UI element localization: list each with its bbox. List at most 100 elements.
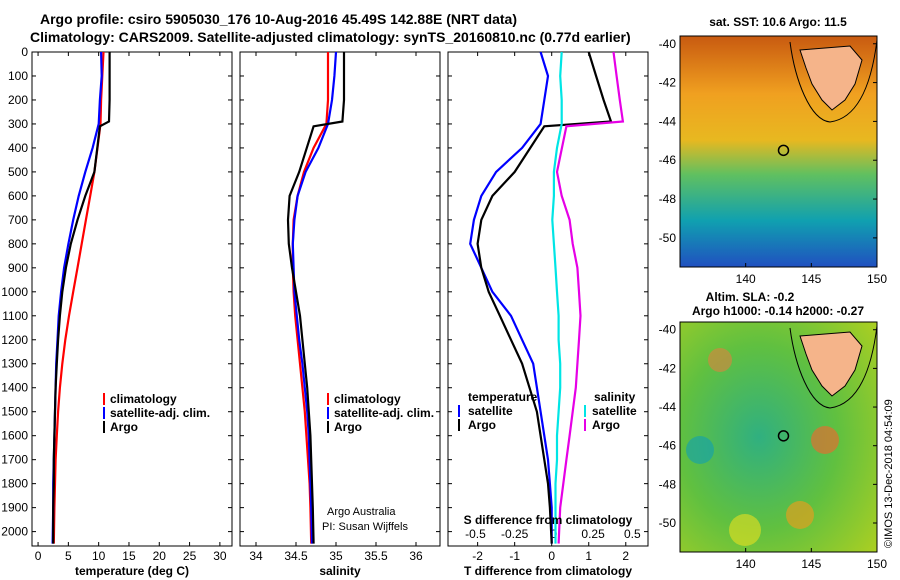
tasmania-landmass xyxy=(799,331,863,397)
salinity-panel-frame xyxy=(239,51,441,547)
legend-label-satellite: satellite-adj. clim. xyxy=(334,406,434,420)
legend-label-satellite: satellite-adj. clim. xyxy=(110,406,210,420)
legend-swatch-s-argo xyxy=(584,419,586,431)
series-line-argo xyxy=(52,52,111,544)
salinity-legend: climatology satellite-adj. clim. Argo xyxy=(327,392,434,434)
x-tick-label: 25 xyxy=(183,549,197,563)
map-y-tick-label: -40 xyxy=(659,37,677,51)
legend-swatch-argo xyxy=(327,421,329,433)
y-tick-label: 200 xyxy=(8,93,28,107)
y-tick-label: 100 xyxy=(8,69,28,83)
map-y-tick-label: -46 xyxy=(659,439,677,453)
y-tick-label: 1700 xyxy=(1,453,28,467)
y-tick-label: 1200 xyxy=(1,333,28,347)
x-tick-label: 1 xyxy=(585,549,592,563)
credit-argo-australia: Argo Australia xyxy=(327,506,396,518)
map-y-tick-label: -44 xyxy=(659,114,677,128)
tasmania-landmass xyxy=(799,45,863,111)
legend-swatch-s-satellite xyxy=(584,405,586,417)
secondary-x-tick-label: 0 xyxy=(551,527,558,541)
temperature-legend: climatology satellite-adj. clim. Argo xyxy=(103,392,210,434)
map-x-tick-label: 145 xyxy=(801,557,821,571)
series-line-argo-temperature xyxy=(476,51,613,544)
secondary-x-tick-label: 0.5 xyxy=(624,527,641,541)
x-tick-label: -2 xyxy=(472,549,483,563)
x-tick-label: 2 xyxy=(622,549,629,563)
difference-secondary-xlabel: S difference from climatology xyxy=(464,513,633,527)
y-tick-label: 800 xyxy=(8,237,28,251)
x-tick-label: 0 xyxy=(548,549,555,563)
y-tick-label: 1500 xyxy=(1,405,28,419)
y-tick-label: 500 xyxy=(8,165,28,179)
y-tick-label: 2000 xyxy=(1,525,28,539)
secondary-x-tick-label: -0.5 xyxy=(465,527,486,541)
temperature-xlabel: temperature (deg C) xyxy=(75,564,189,578)
x-tick-label: 15 xyxy=(122,549,136,563)
map-x-tick-label: 140 xyxy=(736,557,756,571)
legend-swatch-satellite xyxy=(103,407,105,419)
sla-bathymetry-contour xyxy=(789,325,878,409)
x-tick-label: 10 xyxy=(92,549,106,563)
sla-map xyxy=(679,321,878,553)
x-tick-label: 36 xyxy=(409,549,423,563)
legend-swatch-t-argo xyxy=(458,419,460,431)
legend-label-climatology: climatology xyxy=(334,392,401,406)
map-y-tick-label: -48 xyxy=(659,192,677,206)
figure-title-line2: Climatology: CARS2009. Satellite-adjuste… xyxy=(30,29,631,45)
sla-anomaly-blob xyxy=(811,426,839,454)
legend-label-argo: Argo xyxy=(334,420,362,434)
figure-title-line1: Argo profile: csiro 5905030_176 10-Aug-2… xyxy=(40,11,517,27)
x-tick-label: 5 xyxy=(65,549,72,563)
x-tick-label: -1 xyxy=(509,549,520,563)
sla-anomaly-blob xyxy=(729,514,761,546)
x-tick-label: 0 xyxy=(35,549,42,563)
map-x-tick-label: 150 xyxy=(867,272,887,286)
x-tick-label: 34 xyxy=(249,549,263,563)
x-tick-label: 20 xyxy=(153,549,167,563)
sla-map-title: Altim. SLA: -0.2 xyxy=(706,290,795,304)
sla-anomaly-blob xyxy=(686,436,714,464)
y-tick-label: 300 xyxy=(8,117,28,131)
x-tick-label: 35.5 xyxy=(364,549,388,563)
x-tick-label: 35 xyxy=(329,549,343,563)
x-tick-label: 30 xyxy=(213,549,227,563)
y-tick-label: 1100 xyxy=(2,309,28,323)
secondary-x-tick-label: -0.25 xyxy=(501,527,529,541)
credit-pi: PI: Susan Wijffels xyxy=(322,521,408,533)
legend-swatch-climatology xyxy=(103,393,105,405)
series-line-satellite-temperature xyxy=(469,51,553,544)
salinity-plot: 34 34.5 35 35.5 36 xyxy=(240,51,440,563)
legend-label-argo: Argo xyxy=(110,420,138,434)
sla-map-ticks: 140 145 150 -40 -42 -44 -46 -48 -50 xyxy=(659,323,888,571)
map-y-tick-label: -42 xyxy=(659,361,677,375)
imos-watermark: ©IMOS 13-Dec-2018 04:54:09 xyxy=(883,399,895,548)
map-y-tick-label: -46 xyxy=(659,153,677,167)
y-tick-label: 400 xyxy=(8,141,28,155)
y-tick-label: 1800 xyxy=(1,477,28,491)
legend-label-s-satellite: satellite xyxy=(592,404,637,418)
legend-group-temperature: temperature xyxy=(468,390,538,404)
x-tick-label: 34.5 xyxy=(284,549,308,563)
series-line-argo xyxy=(286,52,346,544)
map-y-tick-label: -48 xyxy=(659,477,677,491)
legend-label-s-argo: Argo xyxy=(592,418,620,432)
argo-location-marker xyxy=(777,144,790,157)
map-y-tick-label: -50 xyxy=(659,231,677,245)
legend-swatch-argo xyxy=(103,421,105,433)
argo-location-marker xyxy=(777,430,790,442)
map-x-tick-label: 145 xyxy=(801,272,821,286)
secondary-x-tick-label: 0.25 xyxy=(581,527,605,541)
y-tick-label: 1600 xyxy=(1,429,28,443)
map-y-tick-label: -42 xyxy=(659,76,677,90)
legend-swatch-t-satellite xyxy=(458,405,460,417)
y-tick-label: 1300 xyxy=(1,357,28,371)
sla-map-subtitle: Argo h1000: -0.14 h2000: -0.27 xyxy=(692,304,864,318)
legend-label-t-satellite: satellite xyxy=(468,404,513,418)
sst-map-ticks: 140 145 150 -40 -42 -44 -46 -48 -50 xyxy=(659,37,888,286)
sla-map-frame xyxy=(679,321,878,553)
y-tick-label: 0 xyxy=(21,45,28,59)
y-tick-label: 700 xyxy=(8,213,28,227)
legend-label-climatology: climatology xyxy=(110,392,177,406)
y-tick-label: 900 xyxy=(8,261,28,275)
